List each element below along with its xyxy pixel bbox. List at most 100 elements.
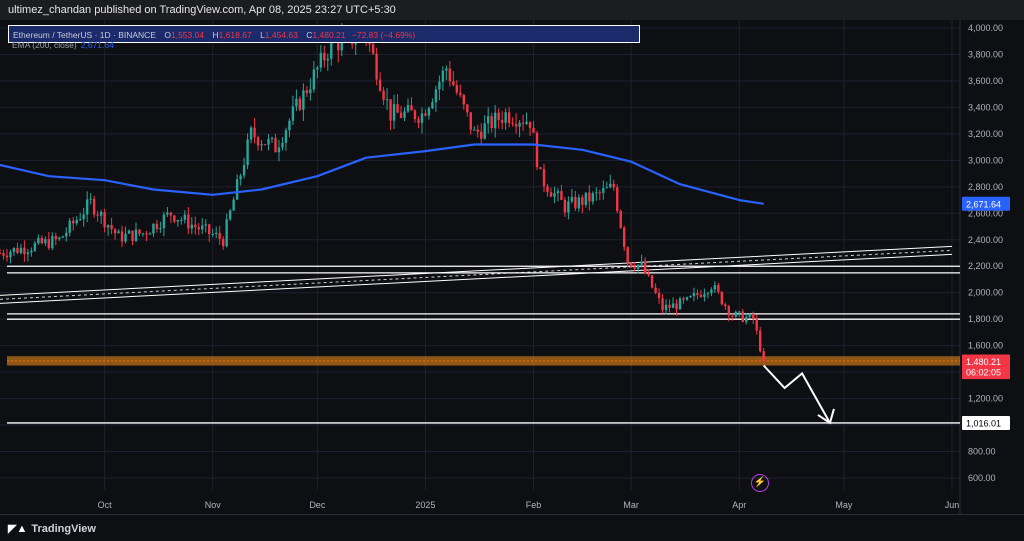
candle-body xyxy=(138,229,141,234)
price-tag xyxy=(962,354,1010,369)
y-tick-label: 3,400.00 xyxy=(968,102,1003,112)
candle-body xyxy=(281,142,284,148)
candle-body xyxy=(427,108,431,116)
candle-body xyxy=(260,144,263,146)
x-tick-label: 2025 xyxy=(415,500,435,510)
x-tick-label: Feb xyxy=(526,500,542,510)
candle-body xyxy=(661,298,664,311)
projection-arrow xyxy=(762,364,831,424)
y-tick-label: 1,600.00 xyxy=(968,341,1003,351)
high-label: H xyxy=(212,30,219,40)
x-tick-label: Oct xyxy=(98,500,113,510)
high-value: 1,618.67 xyxy=(218,30,252,40)
y-tick-label: 800.00 xyxy=(968,447,996,457)
y-tick-label: 3,000.00 xyxy=(968,155,1003,165)
candle-body xyxy=(211,234,214,236)
y-tick-label: 2,200.00 xyxy=(968,261,1003,271)
brand-name: TradingView xyxy=(31,523,96,535)
y-tick-label: 1,800.00 xyxy=(968,314,1003,324)
candle-body xyxy=(120,231,124,242)
candle-body xyxy=(724,304,727,307)
candle-body xyxy=(682,298,685,300)
candle-body xyxy=(420,113,424,123)
candle-body xyxy=(623,227,626,248)
candle-body xyxy=(173,215,176,222)
price-tag-label: 06:02:05 xyxy=(966,368,1001,378)
candle-body xyxy=(504,112,507,123)
candle-body xyxy=(16,247,19,253)
candle-body xyxy=(591,193,595,202)
candle-body xyxy=(162,214,166,229)
candle-body xyxy=(647,273,650,276)
candle-body xyxy=(752,314,755,320)
candle-body xyxy=(9,252,12,258)
candle-body xyxy=(54,235,57,240)
candle-body xyxy=(204,224,207,226)
candle-body xyxy=(619,210,622,228)
candle-body xyxy=(438,81,441,90)
y-tick-label: 2,600.00 xyxy=(968,208,1003,218)
candle-body xyxy=(678,298,682,310)
price-tag xyxy=(962,415,1010,430)
candle-body xyxy=(256,137,260,146)
tradingview-logo[interactable]: ◤▲ TradingView xyxy=(8,522,96,535)
y-tick-label: 4,000.00 xyxy=(968,23,1003,33)
candle-body xyxy=(166,212,169,215)
candle-body xyxy=(521,122,525,124)
open-value: 1,553.04 xyxy=(170,30,205,40)
candle-body xyxy=(664,304,668,311)
price-tag-label: 1,480.21 xyxy=(966,357,1001,367)
candle-body xyxy=(58,237,61,240)
candle-body xyxy=(316,67,319,70)
candle-body xyxy=(330,38,333,59)
y-tick-label: 3,200.00 xyxy=(968,129,1003,139)
candle-body xyxy=(2,253,5,256)
candle-body xyxy=(448,68,452,82)
candle-body xyxy=(480,131,483,139)
price-tag xyxy=(962,365,1010,380)
candle-body xyxy=(577,197,581,209)
candle-body xyxy=(657,292,661,299)
candle-body xyxy=(626,247,629,264)
candle-body xyxy=(483,123,486,139)
candle-body xyxy=(413,110,417,120)
candle-body xyxy=(434,89,438,103)
y-tick-label: 1,200.00 xyxy=(968,394,1003,404)
ema-legend: EMA (200, close) 2,671.64 xyxy=(12,40,114,50)
candle-body xyxy=(605,187,608,189)
ema-label: EMA (200, close) xyxy=(12,40,77,50)
lightning-icon[interactable]: ⚡ xyxy=(751,474,769,492)
candle-body xyxy=(598,192,601,194)
candle-body xyxy=(270,137,274,139)
candle-body xyxy=(239,175,242,180)
candle-body xyxy=(23,247,26,255)
candle-body xyxy=(263,144,267,146)
candle-body xyxy=(37,237,40,244)
candle-body xyxy=(176,220,180,222)
candle-body xyxy=(518,122,521,127)
y-tick-label: 3,800.00 xyxy=(968,49,1003,59)
candle-body xyxy=(124,233,127,242)
candle-body xyxy=(532,127,535,133)
candle-body xyxy=(612,183,615,188)
candle-body xyxy=(274,137,277,153)
candle-body xyxy=(127,230,131,234)
candle-body xyxy=(633,266,636,269)
publisher-text: ultimez_chandan published on TradingView… xyxy=(8,4,396,16)
candle-body xyxy=(476,129,479,132)
price-chart[interactable]: 4,000.00 3,800.00 3,600.00 3,400.00 3,200.00… xyxy=(0,20,1024,514)
candle-body xyxy=(636,264,640,269)
candle-body xyxy=(525,121,528,124)
candle-body xyxy=(668,304,671,308)
trendline-upper xyxy=(0,245,953,296)
candle-body xyxy=(242,165,246,176)
candle-body xyxy=(113,229,117,234)
candle-body xyxy=(291,106,295,121)
candle-body xyxy=(731,315,734,317)
candle-body xyxy=(441,70,445,82)
candle-body xyxy=(375,53,378,80)
candle-body xyxy=(180,219,183,221)
candle-body xyxy=(51,235,54,249)
candle-body xyxy=(720,291,724,305)
candle-body xyxy=(616,187,619,211)
